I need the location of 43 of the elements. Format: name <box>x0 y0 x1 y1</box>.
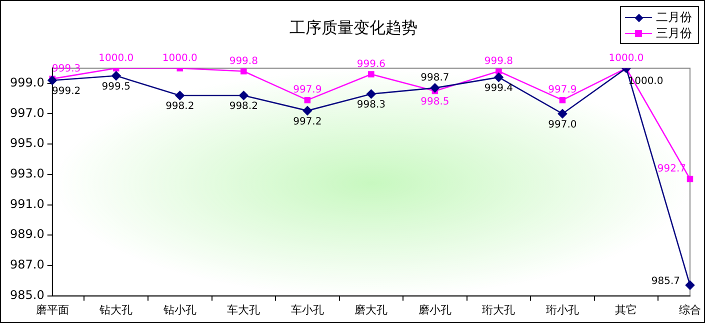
data-label: 999.2 <box>52 86 81 97</box>
data-label: 998.7 <box>420 72 450 84</box>
data-label: 998.2 <box>229 101 258 112</box>
x-tick-label: 磨小孔 <box>418 303 452 316</box>
data-label: 999.8 <box>229 56 258 67</box>
y-tick-label: 993.0 <box>10 166 44 181</box>
data-label: 999.5 <box>102 81 130 92</box>
data-label: 998.5 <box>420 96 450 108</box>
data-label: 1000.0 <box>162 52 198 64</box>
y-tick-label: 991.0 <box>10 196 44 211</box>
x-tick-label: 珩小孔 <box>546 303 579 316</box>
data-label: 997.0 <box>548 119 577 130</box>
data-label: 992.7 <box>657 164 686 175</box>
data-label: 999.3 <box>52 63 81 74</box>
data-label: 999.6 <box>356 58 386 70</box>
x-tick-label: 磨大孔 <box>354 303 388 316</box>
y-tick-label: 987.0 <box>10 258 44 272</box>
data-label: 999.8 <box>484 56 514 67</box>
data-label: 997.2 <box>293 116 322 128</box>
y-tick-label: 985.0 <box>10 288 44 302</box>
x-tick-label: 综合 <box>679 303 701 316</box>
x-tick-label: 车大孔 <box>227 303 260 316</box>
data-label: 998.3 <box>356 100 386 111</box>
x-tick-label: 其它 <box>615 303 638 316</box>
y-tick-label: 995.0 <box>10 136 44 150</box>
data-label: 1000.0 <box>608 52 644 64</box>
chart-title: 工序质量变化趋势 <box>290 18 418 37</box>
legend-label: 三月份 <box>656 26 692 40</box>
data-label: 997.9 <box>548 84 577 96</box>
y-tick-label: 999.0 <box>10 76 44 90</box>
data-label: 997.9 <box>293 84 322 96</box>
y-tick-label: 989.0 <box>10 227 44 242</box>
x-tick-label: 磨平面 <box>36 303 69 316</box>
data-label: 999.4 <box>484 82 514 94</box>
x-tick-label: 钻小孔 <box>162 303 196 316</box>
y-tick-label: 997.0 <box>10 106 44 120</box>
x-tick-label: 钻大孔 <box>98 303 133 316</box>
x-tick-label: 车小孔 <box>290 303 324 316</box>
data-label: 1000.0 <box>98 52 134 64</box>
legend-label: 二月份 <box>656 10 692 24</box>
data-label: 998.2 <box>166 101 194 112</box>
x-tick-label: 珩大孔 <box>482 303 516 316</box>
data-label: 985.7 <box>651 276 680 287</box>
